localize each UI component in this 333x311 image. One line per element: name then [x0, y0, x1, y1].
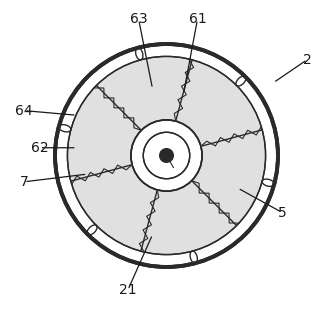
Polygon shape: [192, 130, 266, 225]
Polygon shape: [141, 181, 236, 255]
Polygon shape: [97, 56, 192, 130]
Polygon shape: [176, 60, 262, 146]
Circle shape: [143, 132, 190, 179]
Text: 63: 63: [130, 12, 148, 26]
Polygon shape: [71, 165, 157, 251]
Circle shape: [55, 44, 278, 267]
Circle shape: [131, 120, 202, 191]
Circle shape: [160, 149, 173, 162]
Text: 5: 5: [278, 206, 287, 220]
Polygon shape: [141, 181, 236, 255]
Polygon shape: [67, 86, 141, 181]
Text: 7: 7: [20, 175, 28, 189]
Text: 61: 61: [188, 12, 206, 26]
Text: 62: 62: [31, 141, 48, 155]
Text: 2: 2: [303, 53, 312, 67]
Text: 64: 64: [15, 104, 33, 118]
Polygon shape: [176, 60, 262, 146]
Text: 21: 21: [119, 283, 137, 297]
Polygon shape: [97, 56, 192, 130]
Polygon shape: [71, 165, 157, 251]
Polygon shape: [192, 130, 266, 225]
Polygon shape: [67, 86, 141, 181]
